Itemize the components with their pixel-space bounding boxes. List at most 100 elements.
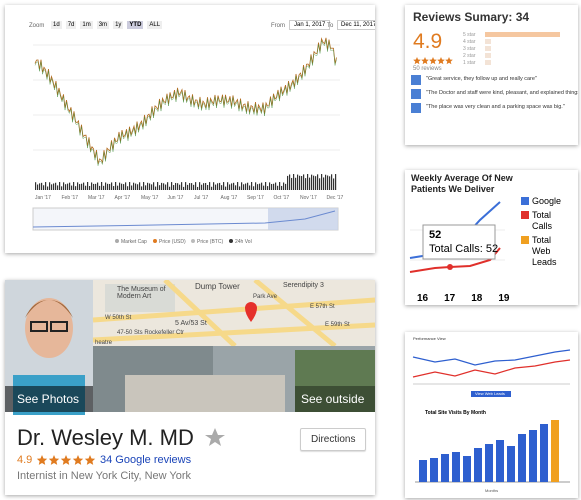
zoom-button[interactable]: 1d bbox=[51, 21, 62, 29]
stock-widget: Jan '17 Feb '17 Mar '17 Apr '17 May '17 Jun '… bbox=[5, 5, 375, 253]
volume-bar bbox=[65, 184, 67, 190]
directions-button[interactable]: Directions bbox=[300, 428, 367, 451]
volume-bar bbox=[163, 183, 165, 190]
map-label: W 50th St bbox=[105, 315, 132, 321]
volume-bar bbox=[301, 176, 303, 190]
star-bar bbox=[485, 32, 560, 37]
weekly-title: Weekly Average Of New Patients We Delive… bbox=[411, 173, 513, 194]
volume-bar bbox=[155, 186, 157, 190]
volume-bar bbox=[261, 182, 263, 190]
zoom-button[interactable]: 1y bbox=[113, 21, 124, 29]
volume-bar bbox=[319, 178, 321, 190]
see-photos[interactable]: See Photos bbox=[17, 392, 80, 406]
tooltip-label: Total Calls: 52 bbox=[429, 243, 499, 255]
bar bbox=[507, 446, 515, 482]
volume-bar bbox=[223, 182, 225, 190]
bar-title: Total Site Visits By Month bbox=[425, 410, 486, 416]
volume-bar bbox=[167, 182, 169, 190]
legend-label: Price (BTC) bbox=[197, 239, 223, 245]
volume-bar bbox=[327, 175, 329, 190]
volume-bar bbox=[285, 183, 287, 190]
volume-bar bbox=[251, 182, 253, 190]
volume-bar bbox=[203, 183, 205, 190]
legend-swatch bbox=[191, 239, 195, 243]
week-labels: 16 17 18 19 bbox=[417, 293, 510, 304]
reviews-title: Reviews Sumary: 34 bbox=[413, 10, 530, 24]
bar bbox=[430, 458, 438, 482]
volume-bar bbox=[249, 185, 251, 190]
legend-swatch bbox=[229, 239, 233, 243]
star-bar bbox=[485, 60, 491, 65]
view-leads-button[interactable]: View Web Leads bbox=[475, 391, 505, 396]
reviews-link[interactable]: 34 Google reviews bbox=[100, 454, 192, 466]
volume-bar bbox=[271, 184, 273, 190]
volume-bar bbox=[39, 183, 41, 190]
star bbox=[421, 57, 429, 65]
volume-bar bbox=[231, 183, 233, 190]
from-date[interactable]: Jan 1, 2017 bbox=[289, 20, 331, 30]
volume-bar bbox=[173, 185, 175, 190]
legend-label: 24h Vol bbox=[235, 239, 252, 245]
volume-bar bbox=[87, 182, 89, 190]
weekly-legend: Google Total Calls Total Web Leads bbox=[521, 196, 576, 271]
volume-bar bbox=[329, 176, 331, 190]
volume-bar bbox=[107, 183, 109, 190]
star bbox=[84, 455, 96, 465]
to-date[interactable]: Dec 11, 2017 bbox=[337, 20, 375, 30]
x-label: Mar '17 bbox=[88, 195, 105, 201]
navigator-line bbox=[32, 210, 336, 228]
volume-bar bbox=[37, 184, 39, 190]
volume-bar bbox=[139, 182, 141, 190]
week-label: 18 bbox=[471, 293, 483, 304]
zoom-buttons: 1d 7d 1m 3m 1y YTD ALL bbox=[51, 21, 163, 29]
bar bbox=[496, 440, 504, 482]
price-line bbox=[34, 37, 337, 164]
x-label: Jan '17 bbox=[35, 195, 51, 201]
volume-bar bbox=[103, 185, 105, 190]
zoom-button[interactable]: ALL bbox=[147, 21, 163, 29]
volume-bar bbox=[169, 186, 171, 190]
volume-bar bbox=[111, 182, 113, 190]
star-bar bbox=[485, 53, 491, 58]
volume-bar bbox=[207, 184, 209, 190]
bar bbox=[518, 434, 526, 482]
map-label: Serendipity 3 bbox=[283, 282, 324, 289]
zoom-button[interactable]: 3m bbox=[96, 21, 110, 29]
zoom-button[interactable]: 1m bbox=[80, 21, 93, 29]
bar bbox=[485, 444, 493, 482]
volume-bar bbox=[161, 182, 163, 190]
volume-bar bbox=[265, 182, 267, 190]
volume-bar bbox=[209, 182, 211, 190]
volume-bar bbox=[123, 184, 125, 190]
volume-bar bbox=[133, 182, 135, 190]
volume-bar bbox=[323, 177, 325, 190]
volume-bar bbox=[309, 177, 311, 190]
volume-bar bbox=[61, 186, 63, 190]
review-count: 50 reviews bbox=[413, 66, 442, 72]
from-label: From bbox=[271, 23, 285, 29]
x-label: Aug '17 bbox=[221, 195, 238, 201]
star-bars: 5 star 4 star 3 star 2 star 1 star bbox=[463, 31, 560, 66]
volume-bar bbox=[193, 184, 195, 190]
performance-charts bbox=[412, 349, 571, 483]
volume-bar bbox=[259, 183, 261, 190]
volume-bar bbox=[171, 182, 173, 190]
volume-bar bbox=[273, 183, 275, 190]
zoom-button[interactable]: 7d bbox=[65, 21, 77, 29]
map-label: The Museum of Modern Art bbox=[117, 286, 166, 300]
bar bbox=[441, 454, 449, 482]
volume-bar bbox=[69, 182, 71, 190]
volume-bar bbox=[199, 182, 201, 190]
volume-bar bbox=[303, 174, 305, 190]
volume-bar bbox=[153, 182, 155, 190]
volume-bar bbox=[141, 186, 143, 190]
volume-bar bbox=[245, 183, 247, 190]
legend-swatch bbox=[153, 239, 157, 243]
volume-bar bbox=[215, 184, 217, 190]
volume-bar bbox=[101, 182, 103, 190]
zoom-button[interactable]: YTD bbox=[127, 21, 144, 29]
star-label: 2 star bbox=[463, 52, 476, 59]
see-outside[interactable]: See outside bbox=[301, 392, 365, 406]
star-row: 1 star bbox=[463, 59, 560, 66]
bar bbox=[529, 430, 537, 482]
